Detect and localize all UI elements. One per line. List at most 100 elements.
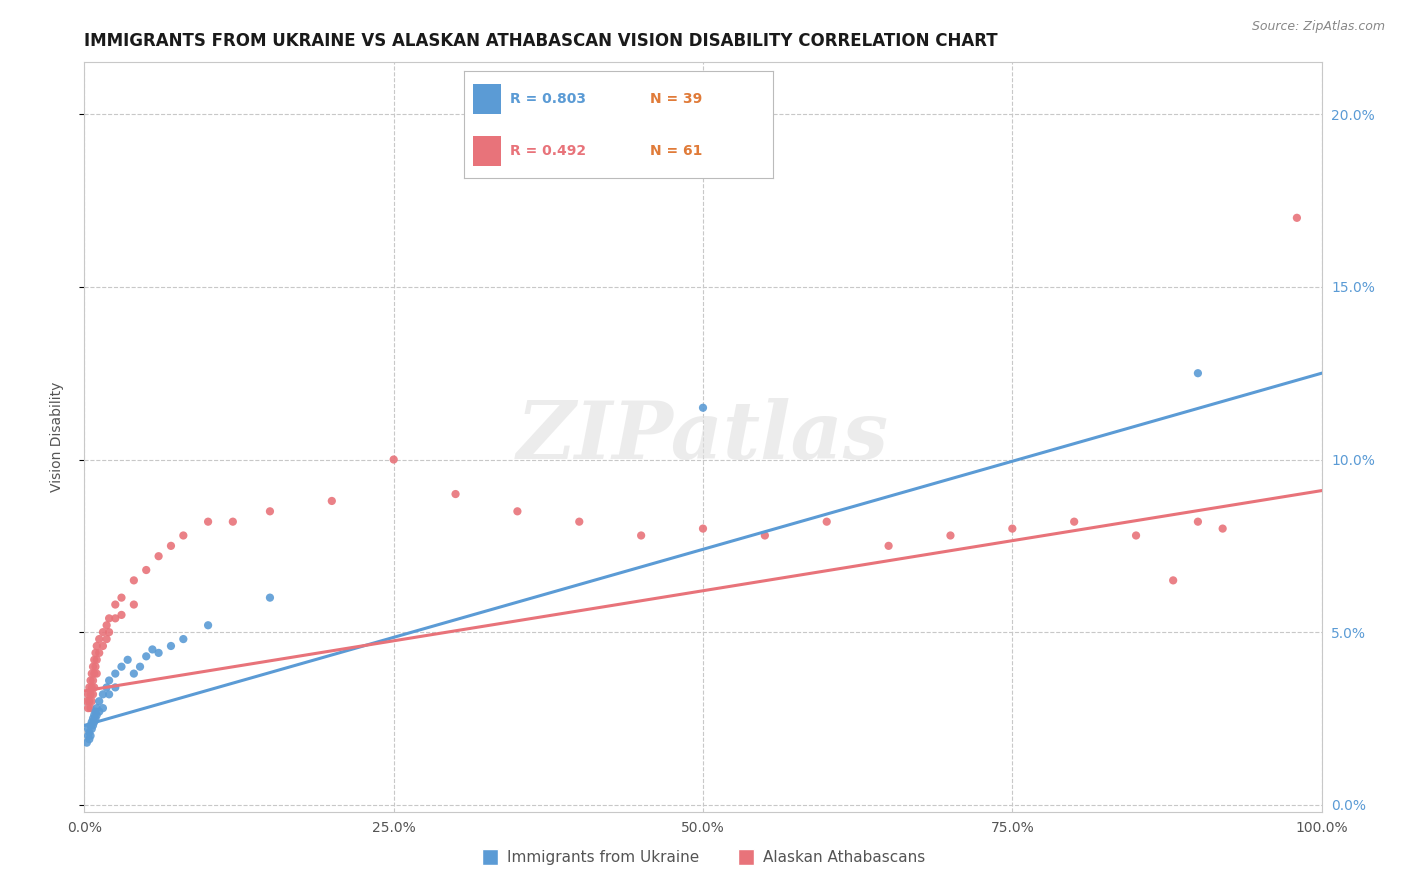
Point xyxy=(82,718,104,732)
Text: IMMIGRANTS FROM UKRAINE VS ALASKAN ATHABASCAN VISION DISABILITY CORRELATION CHAR: IMMIGRANTS FROM UKRAINE VS ALASKAN ATHAB… xyxy=(84,32,998,50)
Point xyxy=(259,504,281,518)
Point xyxy=(84,705,107,719)
Point xyxy=(84,659,107,673)
Point xyxy=(84,711,107,725)
Point xyxy=(82,711,104,725)
Point xyxy=(104,681,127,695)
Point xyxy=(877,539,900,553)
Point xyxy=(96,632,118,646)
Point xyxy=(79,687,101,701)
Point xyxy=(222,515,245,529)
Bar xyxy=(474,136,501,166)
Point xyxy=(80,681,103,695)
Point xyxy=(160,639,183,653)
Point xyxy=(96,681,118,695)
Point xyxy=(86,639,108,653)
Point xyxy=(82,659,104,673)
Point xyxy=(86,701,108,715)
Point xyxy=(135,649,157,664)
Point xyxy=(76,736,98,750)
Point xyxy=(83,653,105,667)
Legend: Immigrants from Ukraine, Alaskan Athabascans: Immigrants from Ukraine, Alaskan Athabas… xyxy=(475,845,931,871)
Text: R = 0.492: R = 0.492 xyxy=(510,144,586,158)
Point xyxy=(197,618,219,632)
Point xyxy=(321,494,343,508)
Point xyxy=(82,687,104,701)
Point xyxy=(630,528,652,542)
Point xyxy=(110,659,132,673)
Point xyxy=(80,714,103,729)
Point xyxy=(83,681,105,695)
Point xyxy=(148,549,170,564)
Text: R = 0.803: R = 0.803 xyxy=(510,92,586,106)
Point xyxy=(89,646,111,660)
Point xyxy=(160,539,183,553)
Point xyxy=(98,687,121,701)
Point xyxy=(83,708,105,723)
Point xyxy=(98,611,121,625)
Point xyxy=(83,666,105,681)
Point xyxy=(104,611,127,625)
Point xyxy=(86,653,108,667)
Point xyxy=(98,673,121,688)
Point xyxy=(1187,366,1209,380)
Point xyxy=(141,642,163,657)
Text: N = 39: N = 39 xyxy=(650,92,702,106)
Text: ZIPatlas: ZIPatlas xyxy=(517,399,889,475)
Point xyxy=(91,687,114,701)
Point xyxy=(86,708,108,723)
Point xyxy=(568,515,591,529)
Point xyxy=(104,666,127,681)
Point xyxy=(98,625,121,640)
Point xyxy=(1187,515,1209,529)
Point xyxy=(79,729,101,743)
Point xyxy=(692,401,714,415)
Point xyxy=(89,705,111,719)
Point xyxy=(172,632,194,646)
Point xyxy=(148,646,170,660)
Point xyxy=(77,722,100,736)
Point xyxy=(1001,522,1024,536)
Point xyxy=(91,701,114,715)
Point xyxy=(815,515,838,529)
Point xyxy=(382,452,405,467)
Point xyxy=(79,673,101,688)
Point xyxy=(84,646,107,660)
Point xyxy=(89,632,111,646)
Point xyxy=(91,625,114,640)
Point xyxy=(1161,574,1184,588)
Y-axis label: Vision Disability: Vision Disability xyxy=(49,382,63,492)
Point xyxy=(80,666,103,681)
Point xyxy=(122,574,145,588)
Text: N = 61: N = 61 xyxy=(650,144,702,158)
Point xyxy=(104,598,127,612)
Point xyxy=(1212,522,1234,536)
Point xyxy=(82,673,104,688)
Point xyxy=(259,591,281,605)
Point xyxy=(506,504,529,518)
Point xyxy=(96,618,118,632)
Point xyxy=(80,694,103,708)
Point xyxy=(172,528,194,542)
Point xyxy=(754,528,776,542)
Point xyxy=(129,659,152,673)
Point xyxy=(77,687,100,701)
Point xyxy=(77,729,100,743)
Point xyxy=(110,607,132,622)
Point xyxy=(79,732,101,747)
Point xyxy=(117,653,139,667)
Bar xyxy=(474,84,501,114)
Point xyxy=(79,725,101,739)
Point xyxy=(76,694,98,708)
Point xyxy=(79,681,101,695)
Text: Source: ZipAtlas.com: Source: ZipAtlas.com xyxy=(1251,20,1385,33)
Point xyxy=(444,487,467,501)
Point xyxy=(135,563,157,577)
Point xyxy=(83,714,105,729)
Point xyxy=(1063,515,1085,529)
Point xyxy=(80,722,103,736)
Point xyxy=(86,666,108,681)
Point xyxy=(79,718,101,732)
Point xyxy=(1285,211,1308,225)
Point xyxy=(79,701,101,715)
